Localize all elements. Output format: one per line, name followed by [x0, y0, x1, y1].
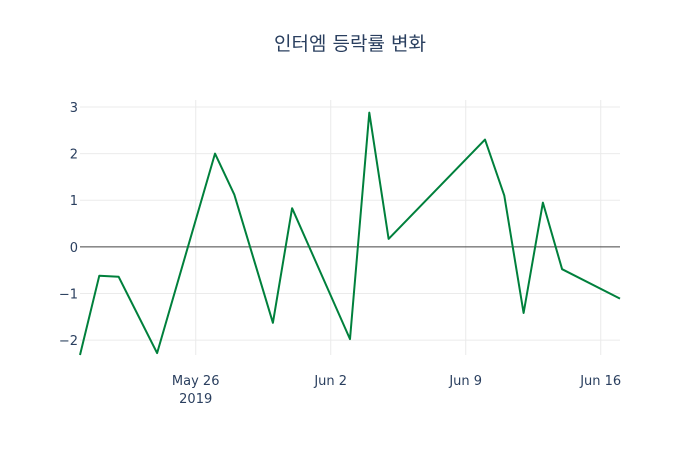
grid: [80, 100, 620, 355]
y-tick-label: 3: [70, 101, 78, 116]
x-tick-label: Jun 16: [579, 374, 621, 389]
x-tick-label: May 26: [172, 374, 220, 389]
series-line: [79, 111, 621, 356]
chart-title: 인터엠 등락률 변화: [274, 33, 426, 55]
y-tick-label: 0: [70, 241, 78, 256]
x-tick-sublabel: 2019: [179, 392, 212, 407]
y-tick-label: −2: [59, 334, 78, 349]
series-layer: [79, 111, 621, 356]
x-axis: May 26 2019 Jun 2 Jun 9 Jun 16: [172, 374, 621, 407]
y-tick-label: 1: [70, 194, 78, 209]
y-axis: −2 −1 0 1 2 3: [59, 101, 78, 349]
x-tick-label: Jun 9: [448, 374, 482, 389]
y-tick-label: −1: [59, 287, 78, 302]
y-tick-label: 2: [70, 148, 78, 163]
x-tick-label: Jun 2: [313, 374, 347, 389]
